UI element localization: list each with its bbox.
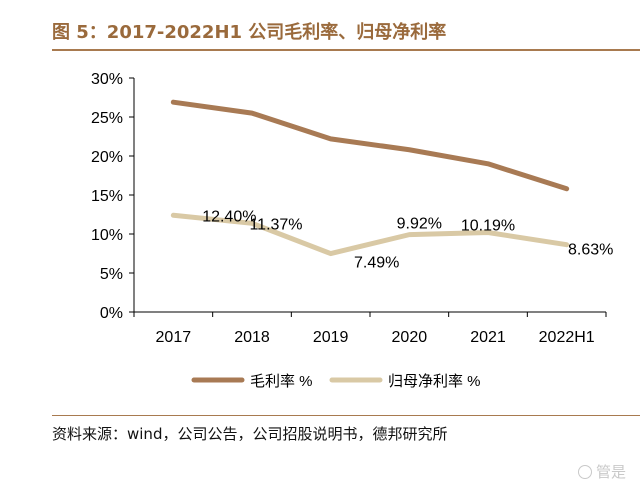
figure-title: 图 5：2017-2022H1 公司毛利率、归母净利率: [52, 22, 447, 43]
x-tick-label: 2021: [470, 329, 506, 346]
watermark: 管是: [577, 461, 626, 482]
series-line-net-margin: [170, 212, 570, 257]
data-label: 12.40%: [202, 208, 256, 225]
data-label: 11.37%: [249, 216, 302, 233]
y-tick-label: 15%: [91, 188, 123, 205]
title-rule: [52, 49, 640, 51]
source-rule: [52, 415, 640, 416]
x-tick-label: 2019: [313, 329, 349, 346]
y-tick-label: 0%: [100, 305, 123, 322]
data-label: 7.49%: [354, 255, 399, 272]
y-tick-label: 30%: [91, 71, 123, 88]
data-label: 9.92%: [397, 216, 442, 233]
x-tick-label: 2022H1: [539, 329, 595, 346]
legend-label-net-margin: 归母净利率 %: [388, 373, 481, 390]
series-line-gross-margin: [170, 99, 570, 192]
x-tick-label: 2020: [392, 329, 428, 346]
x-tick-label: 2018: [234, 329, 270, 346]
data-label: 10.19%: [461, 218, 515, 235]
watermark-text: 管是: [595, 463, 626, 481]
x-tick-label: 2017: [156, 329, 192, 346]
legend-label-gross-margin: 毛利率 %: [250, 373, 313, 390]
y-tick-label: 5%: [100, 266, 123, 283]
y-tick-label: 20%: [91, 149, 123, 166]
y-tick-label: 10%: [91, 227, 123, 244]
watermark-icon: [577, 464, 592, 479]
y-tick-label: 25%: [91, 110, 123, 127]
data-label: 8.63%: [568, 242, 613, 259]
source-note: 资料来源：wind，公司公告，公司招股说明书，德邦研究所: [52, 425, 448, 443]
